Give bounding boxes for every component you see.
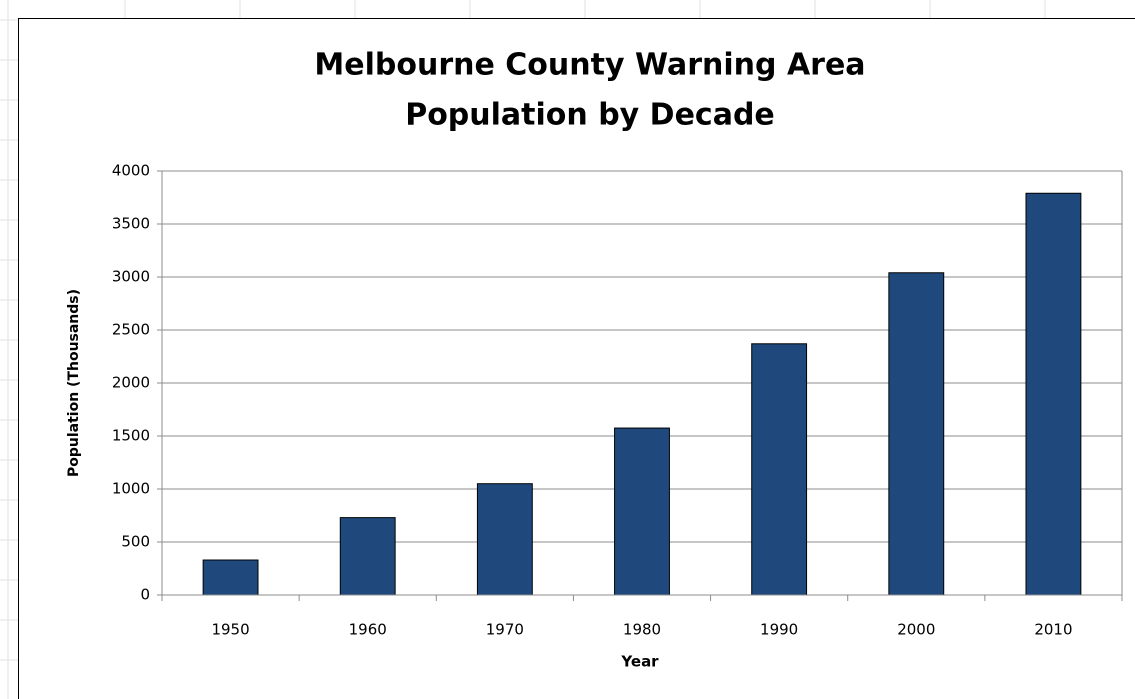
x-tick-label: 1990	[760, 621, 798, 639]
x-tick-label: 1950	[211, 621, 249, 639]
x-tick-label: 1970	[486, 621, 524, 639]
chart-title: Melbourne County Warning Area	[314, 48, 865, 83]
bar	[1025, 192, 1082, 596]
y-tick-label: 500	[121, 533, 150, 551]
x-tick-label: 2000	[897, 621, 935, 639]
bar	[614, 427, 670, 596]
x-tick-label: 1980	[623, 621, 661, 639]
x-tick-label: 1960	[349, 621, 387, 639]
x-tick-label: 2010	[1034, 621, 1072, 639]
y-tick-label: 0	[140, 586, 150, 604]
bar	[476, 483, 533, 596]
sheet-grid	[0, 0, 1046, 699]
chart-title: Population by Decade	[405, 98, 775, 133]
y-tick-label: 2500	[112, 321, 150, 339]
y-tick-label: 3000	[112, 268, 150, 286]
x-axis-label: Year	[620, 653, 659, 671]
bar	[339, 517, 396, 596]
y-tick-label: 1500	[112, 427, 150, 445]
y-axis-label: Population (Thousands)	[66, 289, 82, 477]
bar	[888, 272, 945, 596]
y-tick-label: 2000	[112, 374, 150, 392]
bar	[751, 343, 808, 596]
y-tick-label: 4000	[112, 162, 150, 180]
y-tick-label: 1000	[112, 480, 150, 498]
y-tick-label: 3500	[112, 215, 150, 233]
bar	[202, 559, 259, 596]
